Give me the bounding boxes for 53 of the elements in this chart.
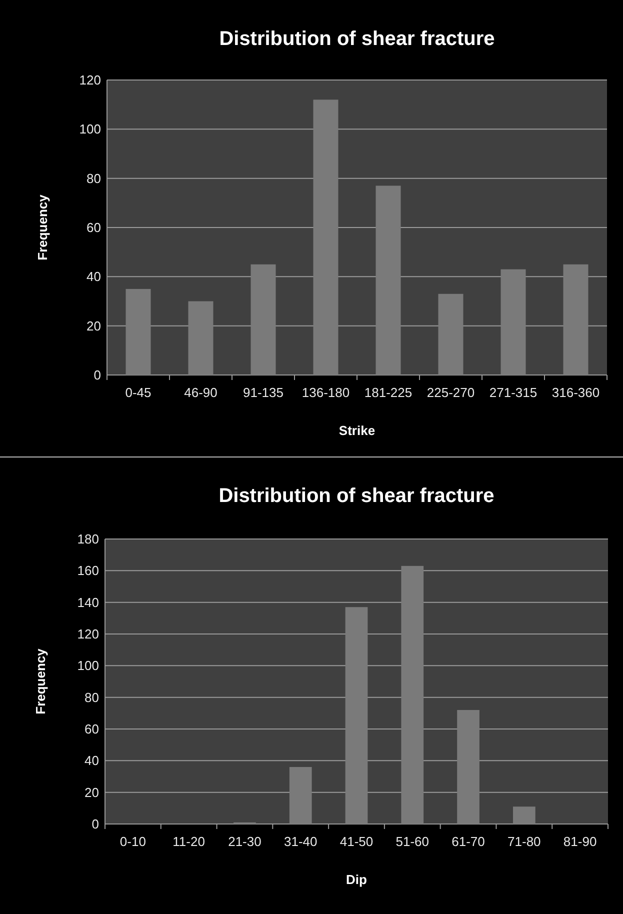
bar [438, 294, 464, 375]
x-tick-label: 225-270 [426, 385, 475, 400]
bar [512, 806, 536, 824]
y-tick-label: 160 [77, 563, 99, 578]
bar [376, 186, 401, 375]
bar [345, 607, 368, 824]
y-tick-label: 100 [77, 658, 99, 674]
y-tick-label: 0 [94, 368, 101, 383]
bar [457, 710, 480, 824]
bar [563, 264, 588, 375]
bar [188, 301, 214, 375]
x-tick-label: 46-90 [184, 385, 218, 400]
bar [126, 288, 151, 375]
y-tick-label: 20 [84, 784, 99, 800]
x-tick-label: 31-40 [284, 834, 318, 849]
bar [250, 264, 276, 375]
x-tick-label: 51-60 [396, 834, 430, 849]
y-tick-label: 40 [84, 753, 99, 768]
x-axis-title: Strike [338, 423, 376, 438]
y-tick-label: 60 [86, 220, 101, 236]
x-tick-label: 61-70 [452, 834, 485, 849]
y-axis-title: Frequency [33, 648, 48, 714]
x-tick-label: 316-360 [552, 385, 600, 400]
y-tick-label: 120 [79, 72, 101, 88]
x-tick-label: 71-80 [508, 834, 541, 849]
chart-title: Distribution of shear fracture [218, 485, 494, 507]
y-tick-label: 60 [84, 722, 99, 737]
y-tick-label: 120 [77, 626, 99, 642]
y-tick-label: 100 [79, 122, 101, 137]
x-tick-label: 11-20 [172, 834, 205, 849]
bar [313, 100, 338, 375]
x-tick-label: 136-180 [302, 385, 350, 400]
x-tick-label: 41-50 [340, 834, 374, 849]
chart-title: Distribution of shear fracture [219, 28, 495, 50]
y-tick-label: 180 [77, 532, 99, 547]
bar [401, 566, 424, 824]
x-tick-label: 21-30 [228, 834, 262, 849]
y-axis-title: Frequency [35, 194, 50, 260]
y-tick-label: 20 [86, 318, 101, 334]
x-tick-label: 81-90 [563, 834, 597, 849]
x-axis-title: Dip [346, 872, 368, 887]
y-tick-label: 80 [84, 690, 99, 705]
x-tick-label: 91-135 [243, 385, 284, 400]
y-tick-label: 0 [92, 816, 99, 832]
x-tick-label: 0-45 [125, 385, 152, 400]
x-tick-label: 0-10 [120, 834, 146, 849]
x-tick-label: 271-315 [489, 385, 538, 400]
bar [500, 269, 526, 375]
bar [289, 767, 312, 824]
y-tick-label: 140 [77, 594, 99, 610]
y-tick-label: 80 [86, 170, 101, 186]
y-tick-label: 40 [86, 269, 101, 284]
x-tick-label: 181-225 [364, 385, 412, 400]
